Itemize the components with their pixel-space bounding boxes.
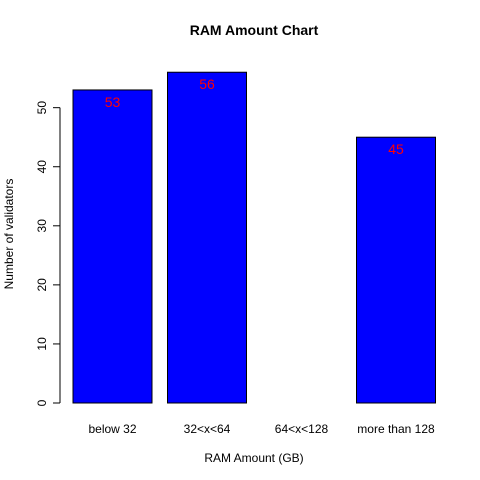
chart-title: RAM Amount Chart (190, 22, 319, 38)
y-tick-label: 30 (35, 219, 49, 233)
y-axis: 0 10 20 30 40 50 (35, 101, 61, 406)
y-axis-label: Number of validators (2, 179, 16, 290)
bar (72, 89, 153, 404)
x-tick-label: 64<x<128 (275, 422, 329, 436)
y-tick-label: 50 (35, 101, 49, 115)
bars (72, 71, 436, 404)
x-tick-label: below 32 (88, 422, 136, 436)
bar (356, 136, 436, 404)
x-tick-label: 32<x<64 (184, 422, 231, 436)
bar (167, 71, 247, 404)
x-axis-tick-labels: below 32 32<x<64 64<x<128 more than 128 (88, 422, 435, 436)
bar-value-label: 53 (105, 94, 121, 110)
x-tick-label: more than 128 (357, 422, 435, 436)
bar-value-label: 45 (388, 141, 404, 157)
y-tick-label: 10 (35, 337, 49, 351)
bar-value-labels: 53 56 45 (105, 76, 404, 157)
y-tick-label: 0 (35, 399, 49, 406)
y-tick-label: 40 (35, 160, 49, 174)
x-axis-label: RAM Amount (GB) (204, 451, 303, 465)
bar-value-label: 56 (199, 76, 215, 92)
y-tick-label: 20 (35, 278, 49, 292)
